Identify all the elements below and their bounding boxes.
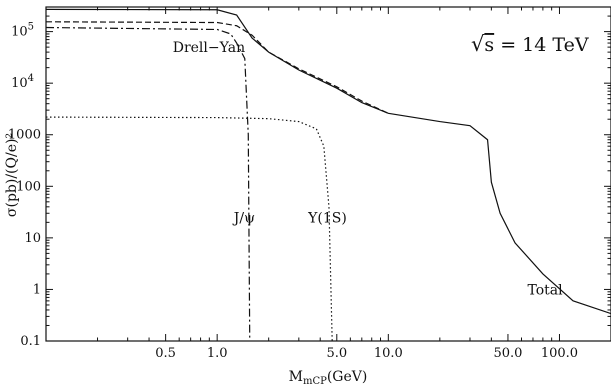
axis-ticks xyxy=(45,6,611,342)
energy-label: √s = 14 TeV xyxy=(471,32,589,56)
x-tick-label: 50.0 xyxy=(493,346,522,361)
x-axis-label-main: M xyxy=(289,369,303,385)
y-tick-label-base: 10 xyxy=(24,231,41,246)
plot-frame xyxy=(45,6,611,342)
x-tick-label: 0.5 xyxy=(155,346,176,361)
energy-label-value: = 14 TeV xyxy=(494,34,589,56)
annotation-total: Total xyxy=(527,282,563,298)
y-tick-label-base: 10 xyxy=(11,25,28,40)
energy-label-root: √ xyxy=(471,32,485,56)
x-axis-label: MmCP(GeV) xyxy=(289,369,368,386)
annotation-jpsi: J/ψ xyxy=(232,210,255,226)
y-tick-label-base: 1000 xyxy=(8,128,41,143)
y-tick-label-base: 10 xyxy=(11,76,28,91)
series-curves xyxy=(45,8,611,342)
x-tick-label: 100.0 xyxy=(541,346,578,361)
y-tick-label-base: 1 xyxy=(33,282,41,297)
annotation-upsilon: Υ(1S) xyxy=(307,210,347,226)
series-line xyxy=(45,8,611,315)
y-tick-label-exponent: 4 xyxy=(28,73,34,84)
y-axis-label: σ(pb)/(Q/e)² xyxy=(4,133,20,217)
y-tick-label-exponent: 5 xyxy=(28,22,34,33)
y-tick-label: 1000 xyxy=(8,128,41,143)
energy-label-s: s xyxy=(484,34,494,56)
series-line xyxy=(45,21,389,114)
y-tick-label: 100 xyxy=(16,179,41,194)
y-tick-label-base: 0.1 xyxy=(20,334,41,349)
x-tick-label: 10.0 xyxy=(374,346,403,361)
x-axis-label-unit: (GeV) xyxy=(327,369,368,385)
series-line xyxy=(45,26,251,342)
y-tick-label: 1 xyxy=(33,282,41,297)
y-tick-label: 105 xyxy=(11,22,34,40)
x-tick-label: 1.0 xyxy=(207,346,228,361)
annotation-drell-yan: Drell−Yan xyxy=(173,40,245,56)
x-axis-label-sub: mCP xyxy=(303,376,327,386)
series-line xyxy=(45,116,333,342)
y-tick-label: 0.1 xyxy=(20,334,41,349)
y-tick-label: 10 xyxy=(24,231,41,246)
x-tick-label: 5.0 xyxy=(326,346,347,361)
y-tick-label: 104 xyxy=(11,73,34,91)
y-tick-label-base: 100 xyxy=(16,179,41,194)
